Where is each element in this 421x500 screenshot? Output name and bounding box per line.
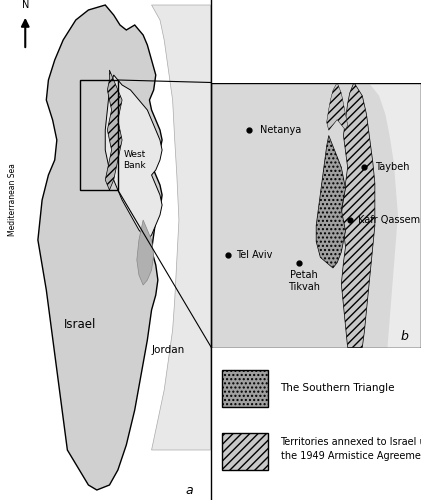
Text: West
Bank: West Bank [123, 150, 146, 170]
Bar [222, 432, 268, 470]
Text: Kafr Qassem: Kafr Qassem [358, 216, 420, 226]
Text: The Southern Triangle: The Southern Triangle [280, 383, 395, 393]
Text: Territories annexed to Israel under
the 1949 Armistice Agreements: Territories annexed to Israel under the … [280, 438, 421, 460]
Text: Jordan: Jordan [152, 345, 185, 355]
Polygon shape [152, 5, 210, 450]
Text: Petah
Tikvah: Petah Tikvah [288, 270, 320, 292]
Text: Mediterranean Sea: Mediterranean Sea [8, 164, 17, 236]
Polygon shape [105, 75, 162, 240]
Text: Israel: Israel [64, 318, 96, 332]
Bar [222, 370, 268, 407]
Polygon shape [38, 5, 162, 490]
Text: Taybeh: Taybeh [375, 162, 409, 172]
Polygon shape [327, 82, 348, 130]
Text: N: N [21, 0, 29, 10]
Polygon shape [316, 136, 346, 268]
Text: a: a [186, 484, 193, 496]
Polygon shape [137, 220, 154, 285]
Text: Netanya: Netanya [260, 125, 301, 135]
Bar [80, 80, 118, 190]
Text: Tel Aviv: Tel Aviv [237, 250, 273, 260]
Text: b: b [400, 330, 408, 344]
Polygon shape [105, 70, 122, 190]
Polygon shape [369, 82, 421, 347]
Polygon shape [341, 82, 375, 347]
